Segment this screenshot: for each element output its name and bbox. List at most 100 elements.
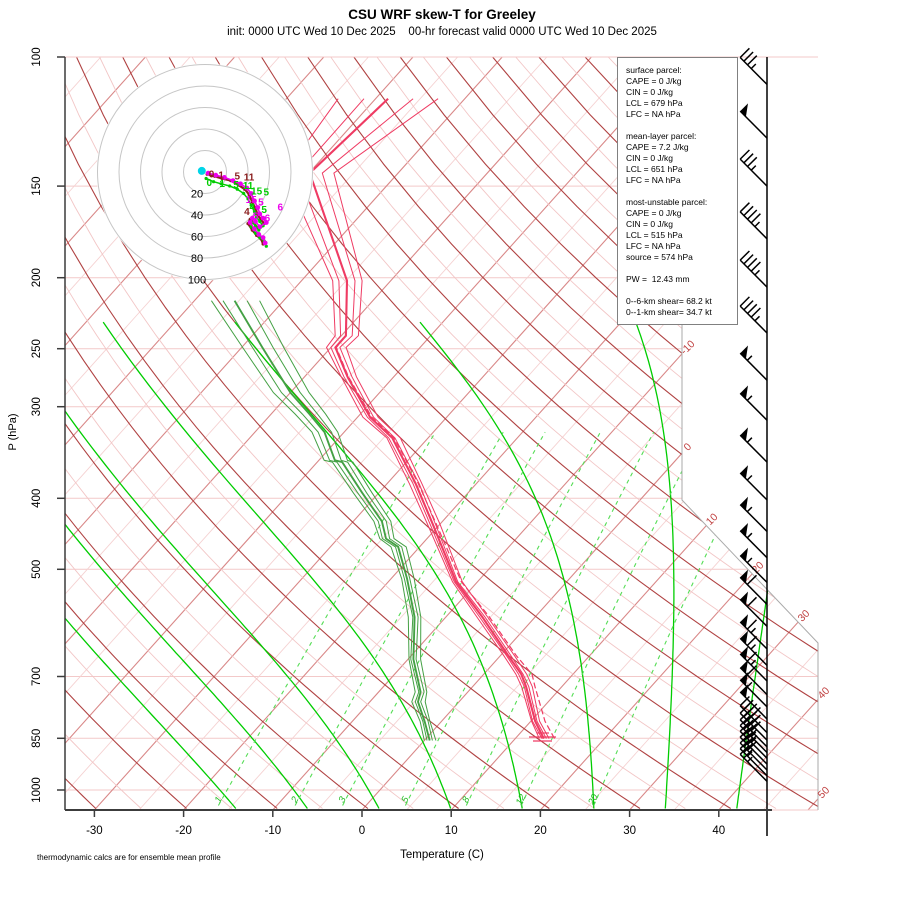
info-line (626, 186, 735, 197)
y-tick-label: 250 (31, 339, 43, 358)
mixing-ratio-label: 2 (289, 794, 302, 805)
hodograph-height-label: 5 (264, 188, 270, 199)
chart-subtitle: init: 0000 UTC Wed 10 Dec 2025 00-hr for… (227, 26, 657, 38)
dewpoint-mean-line (233, 300, 431, 741)
hodograph-ring-label: 60 (191, 232, 203, 244)
hodograph-height-label: 5 (253, 211, 259, 222)
wind-barb (739, 733, 768, 771)
wind-barb (739, 684, 768, 720)
wind-barb (739, 250, 768, 288)
wind-barb (739, 496, 768, 533)
info-line: surface parcel: (626, 65, 682, 75)
parcel-info-box: surface parcel: CAPE = 0 J/kg CIN = 0 J/kg… (617, 57, 738, 325)
x-tick-label: 10 (445, 825, 458, 837)
info-line: source = 574 hPa (626, 252, 693, 262)
wind-barb (739, 739, 768, 777)
info-line: LCL = 651 hPa (626, 164, 683, 174)
y-tick-label: 150 (31, 177, 43, 196)
y-tick-label: 500 (31, 560, 43, 579)
page-title: CSU WRF skew-T for Greeley (348, 7, 536, 22)
mixing-ratio-labels: 1 2 3 5 8 12 20 (213, 792, 602, 808)
wind-barb (739, 659, 768, 696)
hodograph-ring-label: 40 (191, 210, 203, 222)
mixing-ratio-label: 20 (586, 792, 601, 808)
hodograph-height-label: 6 (265, 214, 271, 225)
info-line: CIN = 0 J/kg (626, 87, 674, 97)
y-axis: 100 150 200 250 300 400 500 700 850 1000 (31, 47, 66, 810)
info-line (626, 285, 735, 296)
hodograph-height-label: 5 (261, 205, 267, 216)
wind-barb (739, 744, 768, 782)
mixing-ratio-label: 1 (213, 795, 225, 805)
wind-barb (739, 547, 768, 583)
isotherm-label: 0 (682, 441, 695, 454)
x-axis: -30 -20 -10 0 10 20 30 40 (65, 809, 772, 837)
storm-motion-marker (197, 166, 206, 175)
info-line: mean-layer parcel: (626, 131, 697, 141)
mixing-ratio-label: 3 (337, 794, 350, 804)
info-line: PW = 12.43 mm (626, 274, 690, 284)
wind-barbs (739, 47, 768, 836)
wind-barb (739, 569, 768, 605)
info-line: CIN = 0 J/kg (626, 153, 674, 163)
footer-note: thermodynamic calcs are for ensemble mea… (37, 853, 221, 862)
hodograph-height-label: 4 (250, 203, 256, 214)
hodograph-height-label: 5 (258, 197, 264, 208)
moist-adiabats (65, 321, 800, 809)
dewpoint-profile (210, 300, 437, 741)
x-tick-label: -30 (86, 825, 103, 837)
info-line: LFC = NA hPa (626, 175, 681, 185)
hodograph-ring-label: 100 (188, 275, 206, 287)
parcel-dashed-line (309, 98, 556, 739)
temperature-profile (284, 97, 556, 742)
hodograph-height-label: 5 (233, 180, 239, 191)
mixing-ratio-lines (217, 431, 766, 806)
wind-barb (739, 630, 768, 666)
wind-barb (739, 727, 768, 765)
wind-barb (739, 523, 768, 559)
wind-barb (739, 672, 768, 708)
wind-barb (739, 345, 768, 381)
x-axis-title: Temperature (C) (400, 849, 484, 861)
y-tick-label: 400 (31, 489, 43, 508)
y-tick-label: 700 (31, 667, 43, 686)
mixing-ratio-label: 5 (399, 794, 412, 804)
profiles (210, 97, 556, 742)
wind-barb (739, 296, 768, 334)
info-line: 0--6-km shear= 68.2 kt (626, 296, 712, 306)
hodograph-rings (97, 64, 313, 280)
x-tick-label: 30 (623, 825, 636, 837)
info-line: LCL = 515 hPa (626, 230, 683, 240)
info-line: CAPE = 0 J/kg (626, 208, 682, 218)
y-tick-label: 1000 (31, 777, 43, 803)
hodograph-height-label: 6 (278, 203, 284, 214)
hodograph-height-label: 11 (244, 173, 255, 184)
y-tick-label: 300 (31, 397, 43, 416)
hodograph-height-label: 1 (218, 171, 224, 182)
mixing-ratio-label: 12 (514, 792, 529, 807)
y-axis-title: P (hPa) (7, 413, 19, 451)
temperature-mean-line (308, 97, 545, 740)
x-tick-label: 20 (534, 825, 547, 837)
mixing-ratio-label: 8 (460, 794, 473, 804)
hodograph-height-label: 15 (246, 195, 258, 206)
wind-barb (739, 614, 768, 650)
y-tick-label: 850 (31, 729, 43, 748)
wind-barb (739, 47, 768, 85)
y-tick-label: 200 (31, 268, 43, 287)
wind-barb (739, 385, 768, 421)
info-line: LCL = 679 hPa (626, 98, 683, 108)
info-line: most-unstable parcel: (626, 197, 708, 207)
x-tick-label: 40 (712, 825, 725, 837)
hodograph-height-label: 11 (243, 181, 254, 192)
info-line: LFC = NA hPa (626, 241, 681, 251)
info-line: CAPE = 0 J/kg (626, 76, 682, 86)
x-tick-label: -20 (175, 825, 192, 837)
info-line: CAPE = 7.2 J/kg (626, 142, 689, 152)
info-line (626, 263, 735, 274)
wind-barb (739, 591, 768, 627)
wind-barb (739, 202, 768, 240)
x-tick-label: -10 (264, 825, 281, 837)
hodograph-ring-label: 80 (191, 253, 203, 265)
